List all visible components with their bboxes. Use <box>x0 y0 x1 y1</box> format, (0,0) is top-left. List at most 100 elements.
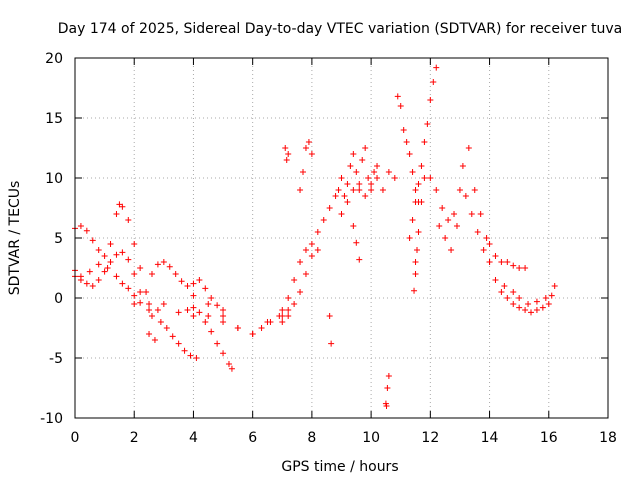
data-point <box>228 365 235 372</box>
data-point <box>548 292 555 299</box>
data-point <box>374 163 381 169</box>
data-point <box>95 277 102 283</box>
data-point <box>427 97 434 103</box>
data-point <box>379 187 386 193</box>
data-point <box>424 121 431 127</box>
data-point <box>157 319 164 325</box>
y-tick-label: 20 <box>45 51 63 67</box>
data-point <box>154 307 161 313</box>
data-point <box>412 187 419 193</box>
data-point <box>89 237 96 244</box>
data-point <box>196 309 203 316</box>
data-point <box>397 103 404 109</box>
data-point <box>101 253 108 259</box>
data-point <box>160 259 167 265</box>
x-tick-label: 0 <box>71 430 80 446</box>
data-point <box>442 235 449 241</box>
data-point <box>190 304 197 311</box>
data-point <box>300 169 307 175</box>
data-point <box>403 139 410 145</box>
data-point <box>214 302 221 309</box>
data-point <box>545 301 552 307</box>
data-point <box>406 235 413 241</box>
data-point <box>190 292 197 299</box>
data-point <box>412 259 419 265</box>
data-point <box>291 277 298 283</box>
y-tick-label: 5 <box>54 231 63 247</box>
data-point <box>448 247 455 253</box>
series-arc-l <box>335 145 381 199</box>
chart-title: Day 174 of 2025, Sidereal Day-to-day VTE… <box>58 21 622 37</box>
data-point <box>178 278 185 285</box>
data-point <box>504 259 511 265</box>
data-point <box>427 175 434 181</box>
data-point <box>394 93 401 100</box>
data-point <box>267 319 274 325</box>
data-point <box>504 295 511 301</box>
data-point <box>279 319 286 325</box>
data-point <box>220 313 227 319</box>
data-point <box>430 79 437 85</box>
data-point <box>522 265 529 271</box>
series-arc-e <box>146 319 200 361</box>
series-arc-q <box>406 64 440 241</box>
data-point <box>344 199 351 205</box>
data-point <box>353 169 360 175</box>
data-point <box>190 280 197 287</box>
data-point <box>350 223 357 229</box>
data-point <box>338 175 345 181</box>
data-point <box>350 151 357 157</box>
data-point <box>181 347 188 354</box>
data-point <box>433 64 440 71</box>
data-point <box>418 199 425 205</box>
data-point <box>510 262 517 269</box>
data-point <box>297 259 304 265</box>
data-point <box>436 223 443 229</box>
x-tick-label: 14 <box>481 430 499 446</box>
data-point <box>297 289 304 295</box>
data-point <box>131 292 138 299</box>
series-arc-d <box>148 259 227 313</box>
series-arc-u <box>486 259 552 316</box>
data-point <box>359 157 366 163</box>
data-point <box>83 280 90 287</box>
data-point <box>302 271 309 277</box>
data-point <box>465 145 472 151</box>
y-tick-label: 10 <box>45 171 63 187</box>
data-points <box>72 64 558 409</box>
data-point <box>356 181 363 187</box>
data-point <box>492 277 499 283</box>
data-point <box>137 299 144 306</box>
axis-ticks <box>74 57 609 419</box>
data-point <box>77 223 84 229</box>
data-point <box>365 175 372 181</box>
data-point <box>119 249 126 256</box>
data-point <box>462 193 469 199</box>
data-point <box>533 307 540 313</box>
data-point <box>308 241 315 247</box>
data-point <box>533 298 540 305</box>
data-point <box>468 211 475 217</box>
x-tick-label: 2 <box>130 430 139 446</box>
data-point <box>89 283 96 289</box>
series-arc-m <box>338 169 398 217</box>
data-point <box>208 328 215 335</box>
data-point <box>344 181 351 187</box>
data-point <box>498 289 505 295</box>
data-point <box>412 271 419 277</box>
data-point <box>341 193 348 199</box>
plot-frame <box>74 57 609 419</box>
data-point <box>418 163 425 169</box>
data-point <box>483 235 490 241</box>
data-point <box>283 157 290 163</box>
data-point <box>148 313 155 319</box>
data-point <box>291 301 298 307</box>
data-point <box>193 355 200 361</box>
series-arc-f <box>184 307 235 372</box>
data-point <box>169 333 176 340</box>
data-point <box>445 217 452 223</box>
data-point <box>146 301 153 307</box>
series-arc-w <box>501 283 558 307</box>
data-point <box>285 295 292 301</box>
data-point <box>258 325 265 331</box>
